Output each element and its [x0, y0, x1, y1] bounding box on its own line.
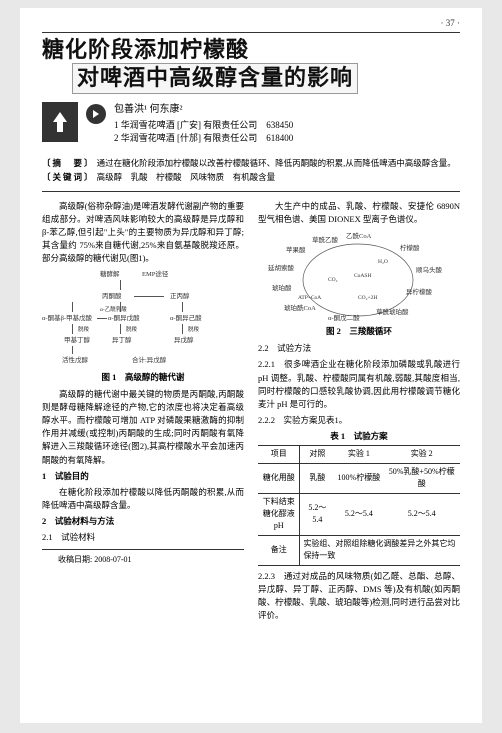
author-block: 包善洪¹ 何东康² 1 华润雪花啤酒 [广安] 有限责任公司 638450 2 …: [42, 102, 460, 146]
section-2: 2 试验材料与方法: [42, 515, 244, 528]
left-column: 高级醇(俗称杂醇油)是啤酒发酵代谢副产物的重要组成部分。对啤酒风味影响较大的高级…: [42, 200, 244, 626]
figure-1-caption: 图 1 高级醇的糖代谢: [42, 371, 244, 384]
page-number: · 37 ·: [42, 18, 460, 28]
table-cell: 备注: [258, 535, 300, 565]
table-cell: 下料结束 糖化醪液 pH: [258, 493, 300, 535]
section-1: 1 试验目的: [42, 470, 244, 483]
up-arrow-icon: [42, 102, 78, 142]
left-p1: 高级醇(俗称杂醇油)是啤酒发酵代谢副产物的重要组成部分。对啤酒风味影响较大的高级…: [42, 200, 244, 266]
right-column: 大生产中的成品、乳酸、柠檬酸、安捷伦 6890N 型气相色谱、美国 DIONEX…: [258, 200, 460, 626]
table-header: 对照: [300, 446, 334, 463]
section-2-2-3: 2.2.3 通过对成品的风味物质(如乙醛、总酯、总醇、异戊醇、异丁醇、正丙醇、D…: [258, 570, 460, 623]
abstract-text: 通过在糖化阶段添加柠檬酸以改善柠檬酸循环、降低丙酮酸的积累,从而降低啤酒中高级醇…: [97, 158, 456, 168]
affiliation-1: 1 华润雪花啤酒 [广安] 有限责任公司 638450: [114, 119, 460, 133]
received-date: 收稿日期: 2008-07-01: [42, 554, 244, 566]
table-cell: 50%乳酸+50%柠檬酸: [383, 463, 460, 493]
table-cell: 5.2～5.4: [383, 493, 460, 535]
table-1: 项目 对照 实验 1 实验 2 糖化用酸 乳酸 100%柠檬酸 50%乳酸+50…: [258, 445, 460, 565]
table-cell: 糖化用酸: [258, 463, 300, 493]
table-header: 实验 1: [334, 446, 383, 463]
title-line2: 对啤酒中高级醇含量的影响: [72, 63, 358, 93]
left-p2: 高级醇的糖代谢中最关键的物质是丙酮酸,丙酮酸则是酵母糖降解途径的产物,它的浓度也…: [42, 388, 244, 467]
table-cell: 100%柠檬酸: [334, 463, 383, 493]
table-cell: 乳酸: [300, 463, 334, 493]
abstract-block: 〔摘 要〕 通过在糖化阶段添加柠檬酸以改善柠檬酸循环、降低丙酮酸的积累,从而降低…: [42, 156, 460, 192]
section-2-2-2: 2.2.2 实验方案见表1。: [258, 414, 460, 427]
table-header: 实验 2: [383, 446, 460, 463]
table-cell: 5.2～5.4: [300, 493, 334, 535]
keywords-label: 〔关键词〕: [42, 172, 95, 182]
left-p3: 在糖化阶段添加柠檬酸以降低丙酮酸的积累,从而降低啤酒中高级醇含量。: [42, 486, 244, 512]
keywords-text: 高级醇 乳酸 柠檬酸 风味物质 有机酸含量: [97, 172, 276, 182]
section-2-2-1: 2.2.1 很多啤酒企业在糖化阶段添加磷酸或乳酸进行 pH 调整。乳酸、柠檬酸同…: [258, 358, 460, 411]
title-line1: 糖化阶段添加柠檬酸: [42, 37, 460, 63]
right-p1: 大生产中的成品、乳酸、柠檬酸、安捷伦 6890N 型气相色谱、美国 DIONEX…: [258, 200, 460, 226]
author-names: 包善洪¹ 何东康²: [114, 102, 460, 117]
table-1-caption: 表 1 试验方案: [258, 430, 460, 443]
divider: [42, 549, 244, 550]
table-cell: 实验组、对照组除糖化调酸差异之外其它均保持一致: [300, 535, 460, 565]
abstract-label: 〔摘 要〕: [42, 158, 95, 168]
section-2-1: 2.1 试验材料: [42, 531, 244, 544]
table-cell: 5.2～5.4: [334, 493, 383, 535]
right-arrow-icon: [86, 104, 106, 124]
section-2-2: 2.2 试验方法: [258, 342, 460, 355]
figure-2: 乙酰CoA 柠檬酸 顺乌头酸 异柠檬酸 草酰琥珀酸 α-酮戊二酸 琥珀酰CoA …: [258, 230, 460, 338]
figure-1: 糖酵解 EMP途径 丙酮酸 正丙醇 α-酮基β-甲基戊酸 α-酮异戊酸 α-酮异…: [42, 270, 244, 384]
table-header: 项目: [258, 446, 300, 463]
affiliation-2: 2 华润雪花啤酒 [什邡] 有限责任公司 618400: [114, 132, 460, 146]
figure-2-caption: 图 2 三羧酸循环: [258, 325, 460, 338]
article-title: 糖化阶段添加柠檬酸 对啤酒中高级醇含量的影响: [42, 32, 460, 94]
